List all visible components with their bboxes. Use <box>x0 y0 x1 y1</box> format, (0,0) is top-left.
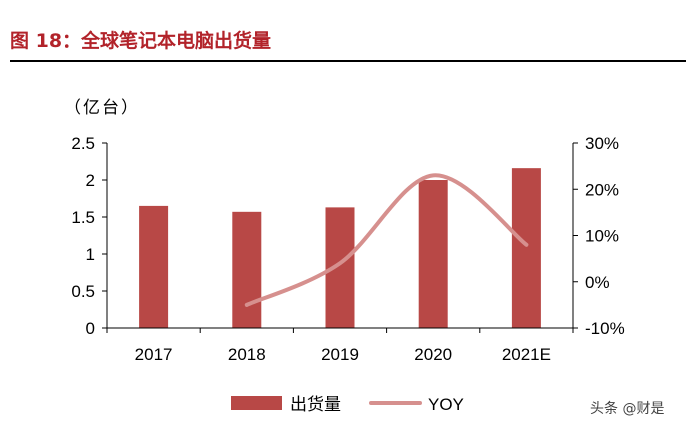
legend-bar-swatch <box>231 396 282 410</box>
figure-title: 图 18：全球笔记本电脑出货量 <box>10 30 272 52</box>
yoy-series-line <box>244 173 529 307</box>
right-tick-label: 10% <box>585 227 619 246</box>
left-tick-label: 0.5 <box>71 282 95 301</box>
x-tick-label: 2018 <box>228 345 266 364</box>
left-tick-label: 1 <box>86 245 95 264</box>
bar-2017 <box>139 205 169 328</box>
left-tick-label: 2 <box>86 171 95 190</box>
legend-line-label: YOY <box>428 395 464 414</box>
legend-bar-label: 出货量 <box>290 395 341 414</box>
right-tick-label: 0% <box>585 273 610 292</box>
x-tick-label: 2019 <box>321 345 359 364</box>
left-tick-label: 0 <box>86 319 95 338</box>
bar-2021E <box>511 168 541 328</box>
right-tick-label: 30% <box>585 134 619 153</box>
right-tick-label: 20% <box>585 180 619 199</box>
bar-2018 <box>232 211 262 328</box>
left-tick-label: 1.5 <box>71 208 95 227</box>
bar-2020 <box>418 180 448 328</box>
x-tick-label: 2017 <box>135 345 173 364</box>
title-divider <box>10 60 686 62</box>
right-tick-label: -10% <box>585 319 625 338</box>
x-tick-label: 2021E <box>502 345 551 364</box>
y-axis-unit-label: （亿台） <box>64 98 140 118</box>
x-tick-label: 2020 <box>414 345 452 364</box>
left-tick-label: 2.5 <box>71 134 95 153</box>
watermark-text: 头条 @财是 <box>590 401 665 417</box>
